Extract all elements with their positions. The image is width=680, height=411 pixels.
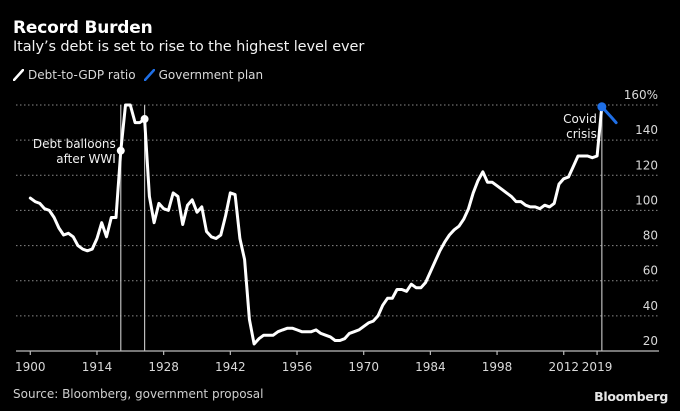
bloomberg-logo: Bloomberg	[594, 389, 668, 404]
annotation-line: Debt balloons	[33, 137, 116, 151]
legend-label: Government plan	[158, 68, 264, 82]
x-tick-label: 1998	[482, 360, 513, 374]
reference-lines	[120, 105, 603, 351]
chart-subtitle: Italy’s debt is set to rise to the highe…	[13, 39, 365, 55]
series-lines	[28, 103, 618, 346]
y-tick-label: 140	[635, 123, 658, 137]
annotations: Debt balloons after WWI Covid crisis	[33, 112, 597, 166]
y-tick-label: 160%	[624, 88, 658, 102]
y-tick-label: 20	[643, 334, 658, 348]
annotation-line: crisis	[566, 127, 597, 141]
legend: Debt-to-GDP ratio Government plan	[13, 68, 271, 82]
data-point-marker	[116, 146, 125, 155]
legend-item-government-plan: Government plan	[143, 68, 264, 82]
annotation-line: after WWI	[56, 152, 115, 166]
x-tick-label: 1942	[215, 360, 246, 374]
line-swatch-icon	[13, 69, 24, 81]
chart-title: Record Burden	[13, 18, 153, 38]
x-tick-label: 1914	[82, 360, 113, 374]
y-tick-label: 40	[643, 299, 658, 313]
source-note: Source: Bloomberg, government proposal	[13, 387, 264, 401]
gridlines	[16, 104, 659, 317]
legend-item-debt-ratio: Debt-to-GDP ratio	[13, 68, 136, 82]
annotation-line: Covid	[563, 112, 597, 126]
y-tick-label: 60	[643, 264, 658, 278]
x-axis-labels: 1900 1914 1928 1942 1956 1970 1984 1998 2012 2019	[15, 360, 612, 374]
x-tick-label: 1900	[15, 360, 46, 374]
y-tick-label: 120	[635, 158, 658, 172]
y-tick-label: 80	[643, 229, 658, 243]
x-tick-label: 1956	[282, 360, 313, 374]
x-tick-label: 1970	[348, 360, 379, 374]
annotation-text: Debt balloons after WWI	[33, 137, 116, 166]
x-tick-label: 1928	[148, 360, 179, 374]
data-point-marker	[597, 102, 607, 112]
y-axis-labels: 160% 140 120 100 80 60 40 20	[624, 88, 658, 348]
x-tick-label: 1984	[415, 360, 446, 374]
debt-ratio-line	[28, 103, 604, 346]
point-markers	[116, 102, 607, 155]
line-swatch-icon	[143, 69, 155, 81]
x-tick-label: 2019	[582, 360, 613, 374]
x-tick-label: 2012	[548, 360, 579, 374]
annotation-text: Covid crisis	[563, 112, 597, 141]
legend-label: Debt-to-GDP ratio	[28, 68, 136, 82]
data-point-marker	[140, 115, 149, 124]
x-axis	[16, 350, 659, 355]
y-tick-label: 100	[635, 193, 658, 207]
